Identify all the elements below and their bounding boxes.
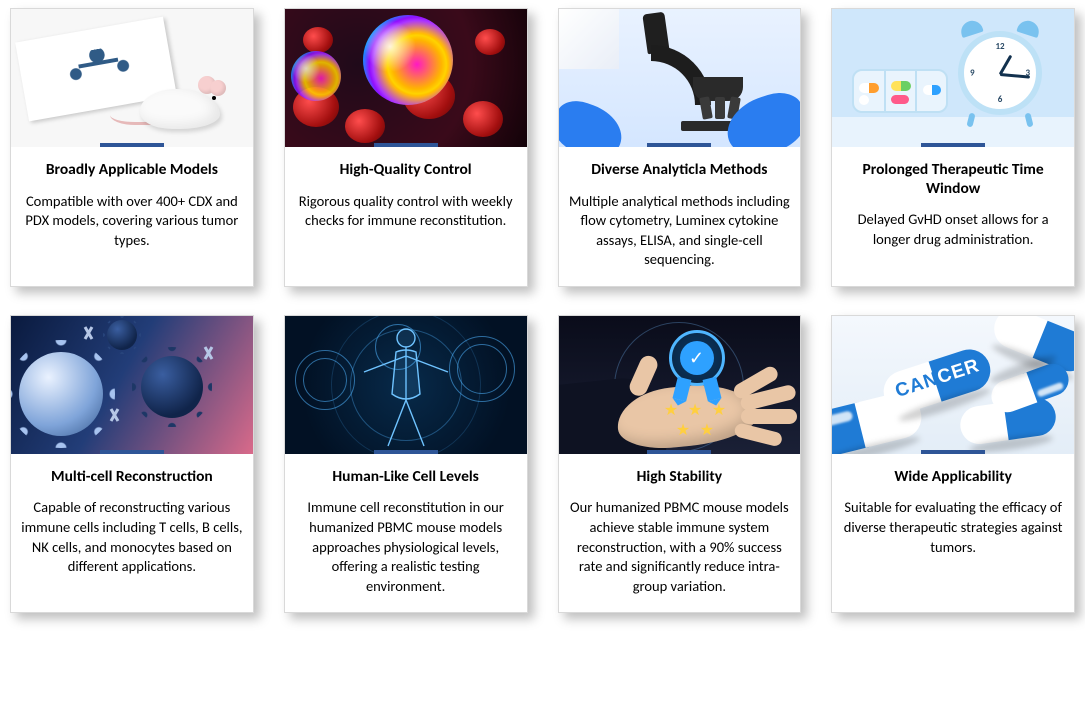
card-body: Multi-cell Reconstruction Capable of rec… (11, 454, 253, 593)
card-high-quality-control: High-Quality Control Rigorous quality co… (284, 8, 528, 287)
immune-cells-image (11, 316, 253, 454)
card-title: Multi-cell Reconstruction (21, 468, 243, 487)
card-title: Prolonged Therapeutic Time Window (842, 161, 1064, 198)
card-title: Wide Applicability (842, 468, 1064, 487)
card-body: Broadly Applicable Models Compatible wit… (11, 147, 253, 266)
card-body: Prolonged Therapeutic Time Window Delaye… (832, 147, 1074, 265)
card-title: Broadly Applicable Models (21, 161, 243, 180)
accent-bar (921, 450, 985, 454)
card-description: Capable of reconstructing various immune… (21, 498, 243, 576)
accent-bar (647, 450, 711, 454)
card-title: Diverse Analyticla Methods (569, 161, 791, 180)
mouse-silhouette-image (11, 9, 253, 147)
card-multi-cell-reconstruction: Multi-cell Reconstruction Capable of rec… (10, 315, 254, 613)
card-title: Human-Like Cell Levels (295, 468, 517, 487)
microscope-image (559, 9, 801, 147)
card-description: Rigorous quality control with weekly che… (295, 192, 517, 231)
card-body: High-Quality Control Rigorous quality co… (285, 147, 527, 247)
card-wide-applicability: CANCER Wide Applicability Suitable for e… (831, 315, 1075, 613)
hand-badge-image: ✓ ★ ★ ★ ★ ★ (559, 316, 801, 454)
card-description: Compatible with over 400+ CDX and PDX mo… (21, 192, 243, 251)
card-diverse-analytical-methods: Diverse Analyticla Methods Multiple anal… (558, 8, 802, 287)
blood-cells-image (285, 9, 527, 147)
card-body: Wide Applicability Suitable for evaluati… (832, 454, 1074, 573)
card-human-like-cell-levels: Human-Like Cell Levels Immune cell recon… (284, 315, 528, 613)
card-title: High-Quality Control (295, 161, 517, 180)
card-description: Multiple analytical methods including fl… (569, 192, 791, 270)
card-prolonged-therapeutic-window: 12 3 6 9 Prolonged Therapeutic Time Wind… (831, 8, 1075, 287)
card-body: Human-Like Cell Levels Immune cell recon… (285, 454, 527, 612)
accent-bar (100, 143, 164, 147)
accent-bar (374, 143, 438, 147)
card-description: Delayed GvHD onset allows for a longer d… (842, 210, 1064, 249)
accent-bar (647, 143, 711, 147)
accent-bar (921, 143, 985, 147)
card-grid: Broadly Applicable Models Compatible wit… (10, 8, 1075, 613)
card-high-stability: ✓ ★ ★ ★ ★ ★ High Stability Our humanized… (558, 315, 802, 613)
card-body: Diverse Analyticla Methods Multiple anal… (559, 147, 801, 286)
card-description: Suitable for evaluating the efficacy of … (842, 498, 1064, 557)
card-broadly-applicable-models: Broadly Applicable Models Compatible wit… (10, 8, 254, 287)
accent-bar (374, 450, 438, 454)
cancer-capsules-image: CANCER (832, 316, 1074, 454)
hud-body-image (285, 316, 527, 454)
card-title: High Stability (569, 468, 791, 487)
card-body: High Stability Our humanized PBMC mouse … (559, 454, 801, 612)
accent-bar (100, 450, 164, 454)
clock-pills-image: 12 3 6 9 (832, 9, 1074, 147)
card-description: Immune cell reconstitution in our humani… (295, 498, 517, 596)
card-description: Our humanized PBMC mouse models achieve … (569, 498, 791, 596)
